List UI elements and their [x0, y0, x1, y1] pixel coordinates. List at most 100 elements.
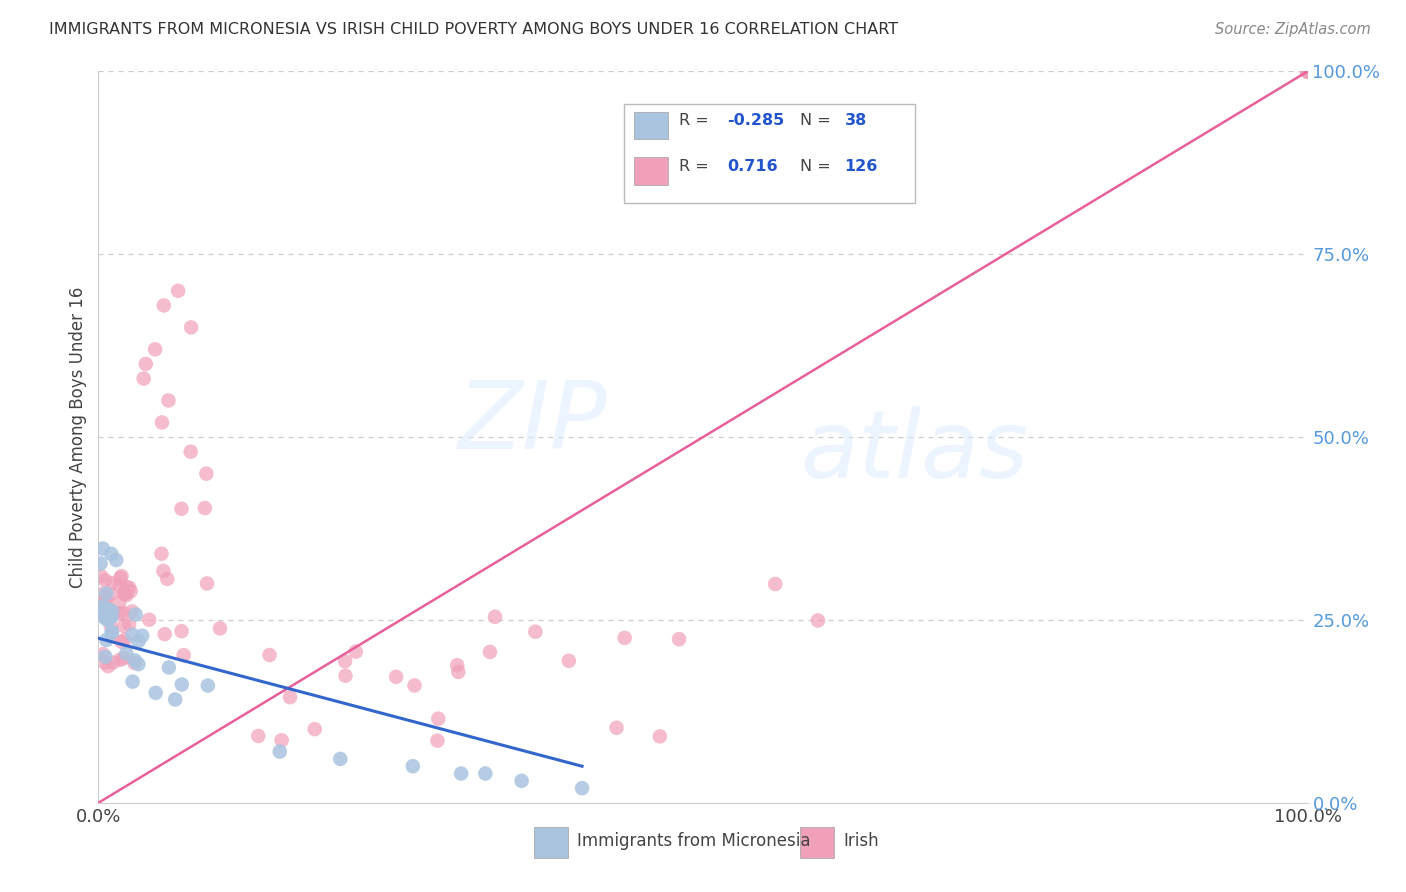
Point [1296, 64, 1319, 78]
Point [96, 611, 118, 625]
Text: Source: ZipAtlas.com: Source: ZipAtlas.com [1215, 22, 1371, 37]
Point [344, 645, 367, 659]
Point [98, 587, 121, 601]
Text: Immigrants from Micronesia: Immigrants from Micronesia [578, 832, 811, 850]
Point [94, 649, 117, 664]
Point [1296, 64, 1319, 78]
Bar [634, 157, 668, 185]
Point [91, 647, 114, 661]
Point [1296, 64, 1319, 78]
Point [1296, 64, 1319, 78]
Point [101, 624, 124, 639]
Point [96, 613, 118, 627]
Y-axis label: Child Poverty Among Boys Under 16: Child Poverty Among Boys Under 16 [69, 286, 87, 588]
Point [447, 665, 470, 679]
Point [118, 581, 141, 595]
Point [1296, 64, 1319, 78]
Point [94, 573, 117, 587]
Point [110, 569, 132, 583]
Bar [534, 827, 568, 858]
Point [1296, 64, 1319, 78]
Point [90, 557, 112, 571]
Point [152, 298, 174, 312]
Point [648, 730, 671, 744]
Point [89, 596, 111, 610]
Point [97, 659, 120, 673]
Point [94, 656, 117, 670]
Text: N =: N = [800, 159, 835, 174]
Point [180, 320, 202, 334]
Text: IMMIGRANTS FROM MICRONESIA VS IRISH CHILD POVERTY AMONG BOYS UNDER 16 CORRELATIO: IMMIGRANTS FROM MICRONESIA VS IRISH CHIL… [49, 22, 898, 37]
Point [270, 733, 292, 747]
Point [112, 619, 135, 633]
Point [1296, 64, 1319, 78]
Point [112, 606, 135, 620]
Point [143, 343, 166, 357]
Point [333, 654, 356, 668]
Point [474, 766, 496, 780]
Text: atlas: atlas [800, 406, 1028, 497]
Point [138, 613, 160, 627]
Point [1296, 64, 1319, 78]
Point [1296, 64, 1319, 78]
Point [1296, 64, 1319, 78]
Bar [800, 827, 834, 858]
Point [101, 630, 124, 644]
Point [571, 781, 593, 796]
Point [1296, 64, 1319, 78]
Point [484, 609, 506, 624]
Point [1296, 64, 1319, 78]
Point [1296, 64, 1319, 78]
Point [91, 587, 114, 601]
Text: 126: 126 [845, 159, 877, 174]
Point [101, 625, 124, 640]
Point [402, 759, 425, 773]
Text: R =: R = [679, 113, 714, 128]
Point [170, 624, 193, 639]
Point [1296, 64, 1319, 78]
Point [153, 627, 176, 641]
Point [427, 712, 450, 726]
Point [132, 371, 155, 385]
Point [807, 614, 830, 628]
Text: ZIP: ZIP [457, 377, 606, 468]
Point [93, 603, 115, 617]
Point [180, 444, 202, 458]
Point [1296, 64, 1319, 78]
Point [157, 393, 180, 408]
Point [197, 679, 219, 693]
Text: Irish: Irish [844, 832, 879, 850]
Point [1296, 64, 1319, 78]
Point [558, 654, 581, 668]
Point [96, 632, 118, 647]
Point [1296, 64, 1319, 78]
Point [96, 586, 118, 600]
Point [1296, 64, 1319, 78]
FancyBboxPatch shape [624, 104, 915, 203]
Point [121, 674, 143, 689]
Point [156, 572, 179, 586]
Point [304, 722, 326, 736]
Point [1296, 64, 1319, 78]
Point [426, 733, 449, 747]
Point [91, 541, 114, 556]
Point [1296, 64, 1319, 78]
Point [100, 547, 122, 561]
Point [150, 547, 173, 561]
Point [101, 576, 124, 591]
Point [763, 577, 786, 591]
Point [100, 610, 122, 624]
Point [329, 752, 352, 766]
Point [446, 658, 468, 673]
Point [112, 586, 135, 600]
Point [404, 678, 426, 692]
Text: N =: N = [800, 113, 835, 128]
Point [108, 578, 131, 592]
Point [1296, 64, 1319, 78]
Point [247, 729, 270, 743]
Point [1296, 64, 1319, 78]
Point [1296, 64, 1319, 78]
Point [127, 657, 149, 672]
Point [606, 721, 628, 735]
Point [97, 601, 120, 615]
